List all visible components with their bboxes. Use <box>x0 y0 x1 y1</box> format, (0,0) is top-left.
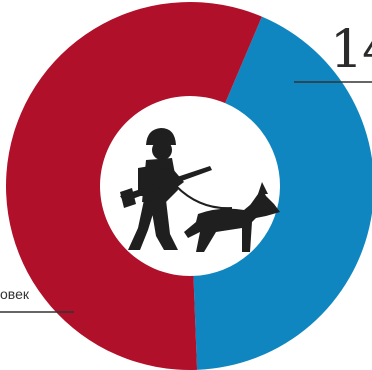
donut-slice-blue <box>193 16 372 370</box>
leader-lines <box>0 81 372 313</box>
category-label-red: овек <box>0 286 29 302</box>
value-label-blue: 14 <box>330 20 372 80</box>
soldier-with-rifle-and-dog-icon <box>120 128 280 252</box>
donut-slice-red <box>6 2 262 370</box>
